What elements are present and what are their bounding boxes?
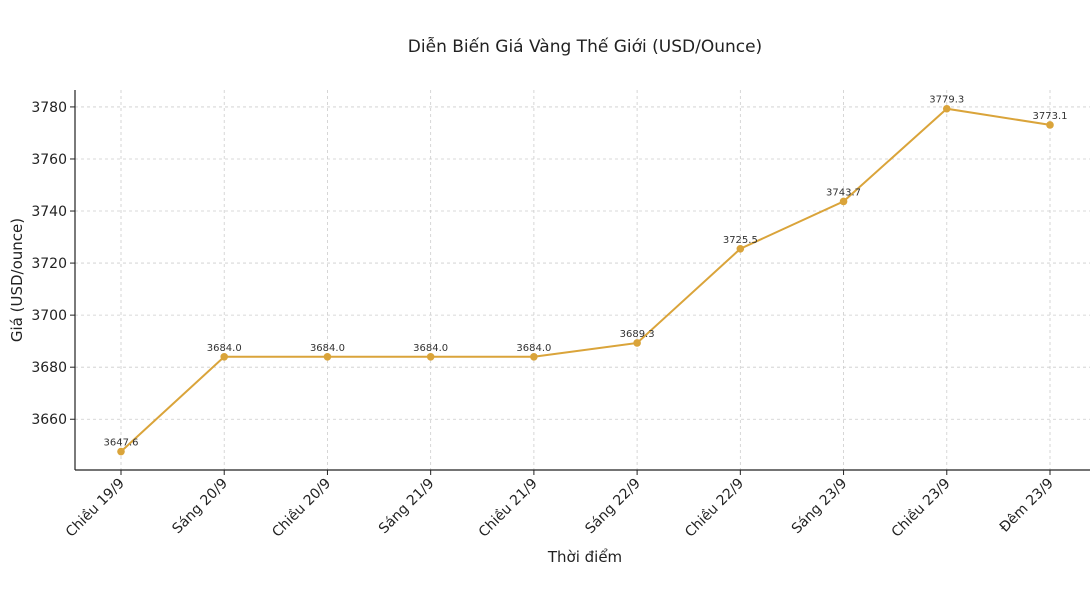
chart-title: Diễn Biến Giá Vàng Thế Giới (USD/Ounce): [408, 36, 762, 57]
y-tick-label: 3740: [31, 204, 67, 220]
y-tick-label: 3660: [31, 412, 67, 428]
data-point: [942, 104, 951, 113]
x-tick-label: Sáng 22/9: [582, 476, 644, 538]
y-tick-label: 3780: [31, 100, 67, 116]
data-label: 3684.0: [310, 343, 345, 354]
data-label: 3773.1: [1033, 111, 1068, 122]
y-tick-label: 3700: [31, 308, 67, 324]
data-point: [1046, 121, 1054, 129]
data-point: [323, 352, 332, 361]
axes: [74, 90, 1090, 471]
x-tick-label: Chiều 21/9: [475, 475, 541, 541]
data-point: [117, 447, 125, 456]
series-gold-price: [117, 104, 1054, 456]
data-point: [530, 352, 538, 361]
x-tick-label: Chiều 20/9: [269, 475, 335, 541]
x-ticks: Chiều 19/9 Sáng 20/9 Chiều 20/9 Sáng 21/9 Ch…: [62, 470, 1057, 541]
data-point: [839, 197, 848, 206]
x-tick-label: Sáng 21/9: [376, 476, 438, 538]
data-label: 3684.0: [413, 343, 448, 354]
x-tick-label: Chiều 23/9: [888, 475, 954, 541]
data-label: 3684.0: [516, 343, 551, 354]
data-label: 3725.5: [723, 235, 758, 246]
x-tick-label: Sáng 23/9: [789, 476, 851, 538]
data-label: 3689.3: [620, 329, 655, 340]
data-label: 3743.7: [826, 187, 861, 198]
data-label: 3647.6: [104, 438, 139, 449]
data-point: [736, 244, 745, 253]
x-tick-label: Chiều 19/9: [62, 475, 128, 541]
series-line: [120, 107, 1051, 453]
grid: [75, 90, 1090, 470]
data-point: [426, 352, 435, 361]
x-tick-label: Sáng 20/9: [169, 476, 231, 538]
data-labels: 3647.6 3684.0 3684.0 3684.0 3684.0 3689.3 3725…: [104, 95, 1068, 449]
y-ticks: 3660 3680 3700 3720 3740 3760 3780: [31, 100, 75, 428]
y-tick-label: 3680: [31, 360, 67, 376]
data-point: [633, 339, 641, 347]
data-label: 3779.3: [929, 95, 964, 106]
x-tick-label: Đêm 23/9: [997, 476, 1057, 536]
y-tick-label: 3720: [31, 256, 67, 272]
data-label: 3684.0: [207, 343, 242, 354]
y-tick-label: 3760: [31, 152, 67, 168]
x-axis-label: Thời điểm: [547, 548, 622, 566]
data-point: [220, 352, 229, 361]
y-axis-label: Giá (USD/ounce): [8, 218, 26, 342]
x-tick-label: Chiều 22/9: [681, 475, 747, 541]
